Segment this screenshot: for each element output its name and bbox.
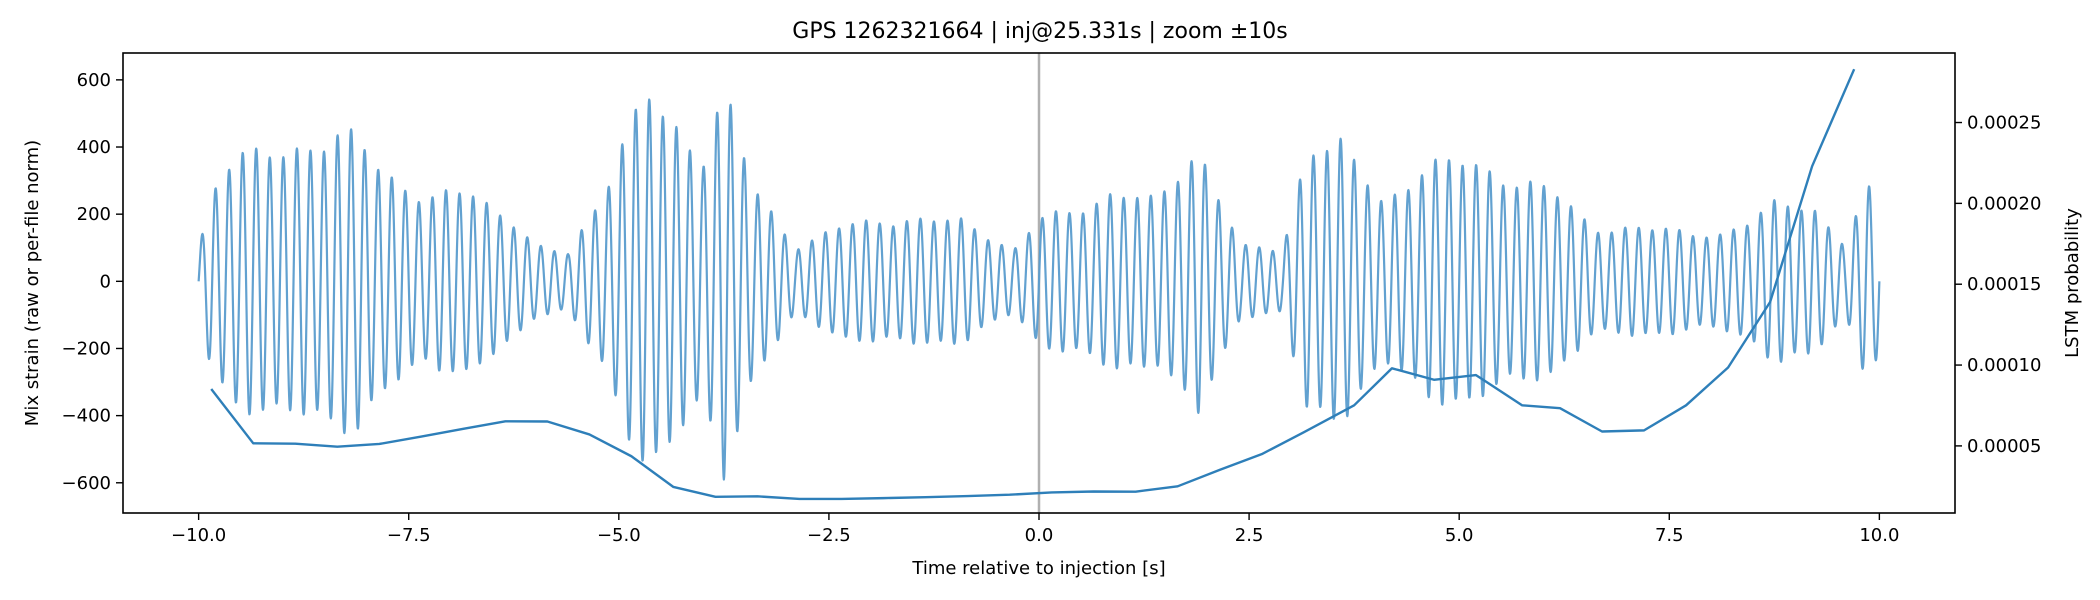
- y-left-tick-label: 600: [77, 70, 111, 91]
- x-tick-label: 5.0: [1445, 525, 1474, 546]
- y-right-tick-label: 0.00010: [1967, 355, 2041, 376]
- x-tick-label: −2.5: [807, 525, 851, 546]
- x-tick-label: 2.5: [1235, 525, 1264, 546]
- y-left-tick-label: −600: [62, 473, 111, 494]
- y-axis-left: 600 400 200 0 −200 −400 −600: [62, 70, 123, 494]
- y-axis-left-label: Mix strain (raw or per-file norm): [22, 140, 43, 426]
- x-axis: −10.0 −7.5 −5.0 −2.5 0.0 2.5 5.0 7.5 10.0: [171, 513, 1899, 546]
- y-left-tick-label: −200: [62, 338, 111, 359]
- y-right-tick-label: 0.00025: [1967, 113, 2041, 134]
- x-tick-label: −10.0: [171, 525, 226, 546]
- y-right-tick-label: 0.00005: [1967, 436, 2041, 457]
- plot-area: [123, 53, 1955, 513]
- y-right-tick-label: 0.00015: [1967, 274, 2041, 295]
- y-left-tick-label: 200: [77, 204, 111, 225]
- probability-series-line: [210, 68, 1856, 501]
- chart-title: GPS 1262321664 | inj@25.331s | zoom ±10s: [792, 19, 1287, 44]
- y-right-tick-label: 0.00020: [1967, 193, 2041, 214]
- y-left-tick-label: 0: [100, 271, 111, 292]
- strain-series-line: [197, 98, 1881, 481]
- y-left-tick-label: −400: [62, 406, 111, 427]
- x-axis-label: Time relative to injection [s]: [911, 558, 1165, 579]
- x-tick-label: −7.5: [387, 525, 431, 546]
- x-tick-label: 10.0: [1859, 525, 1899, 546]
- probability-points: [211, 69, 1855, 499]
- x-tick-label: 0.0: [1025, 525, 1054, 546]
- y-axis-right: 0.00025 0.00020 0.00015 0.00010 0.00005: [1955, 113, 2041, 457]
- x-tick-label: 7.5: [1655, 525, 1684, 546]
- x-tick-label: −5.0: [597, 525, 641, 546]
- y-left-tick-label: 400: [77, 137, 111, 158]
- y-axis-right-label: LSTM probability: [2062, 208, 2083, 358]
